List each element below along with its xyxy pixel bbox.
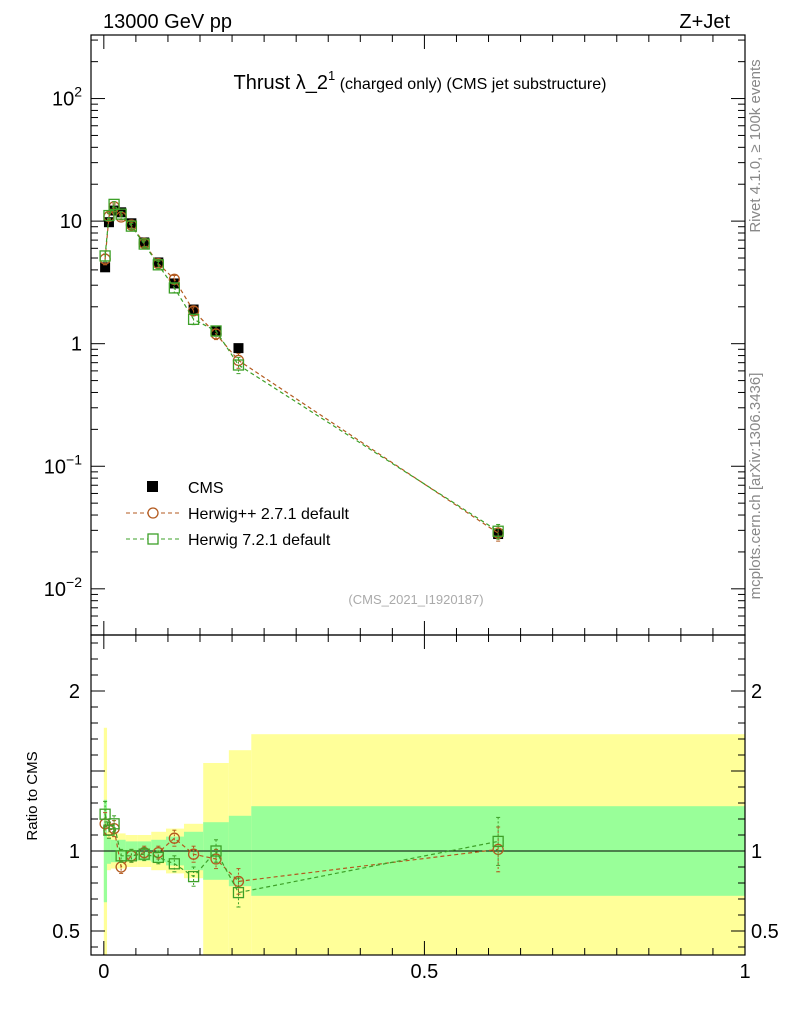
legend-marker-cms — [147, 481, 158, 492]
ratio-ytick-label-right-2: 2 — [751, 681, 762, 703]
legend-label-herwig7: Herwig 7.2.1 default — [188, 532, 331, 549]
plot-title: Thrust λ_21 (charged only) (CMS jet subs… — [234, 68, 607, 94]
legend-label-cms: CMS — [188, 480, 224, 497]
main-ytick-label-4: 102 — [52, 84, 82, 111]
analysis-tag: (CMS_2021_I1920187) — [348, 592, 483, 607]
main-ytick-label-exp-4: 2 — [74, 84, 82, 100]
ratio-point-herwig-7-2-1-default-4 — [125, 850, 138, 862]
ratio-ytick-label-left-1: 1 — [69, 841, 80, 863]
main-point-herwig-7-2-1-default-4 — [125, 220, 138, 232]
ratio-point-herwig-7-2-1-default-9 — [210, 845, 222, 857]
ratio-point-herwig-7-2-1-default-10 — [232, 886, 245, 899]
main-point-herwig-7-2-1-default-11 — [492, 525, 504, 537]
ratio-panel: 0 0.5 10.5 0.51 12 2 Ratio to CMS — [24, 634, 779, 983]
ratio-ytick-label-right-0: 0.5 — [751, 921, 779, 943]
ratio-ytick-label-left-2: 2 — [69, 681, 80, 703]
main-point-cms-0 — [100, 262, 111, 273]
main-line-herwig-2-7-1-default — [104, 205, 499, 534]
main-point-cms-10 — [233, 343, 244, 354]
ratio-frame — [90, 634, 746, 956]
main-ytick-label-base-2: 1 — [71, 334, 82, 356]
ratio-ytick-label-right-1: 1 — [751, 841, 762, 863]
ratio-axes: 0 0.5 10.5 0.51 12 2 — [52, 634, 779, 983]
ratio-point-herwig-7-2-1-default-11 — [492, 835, 504, 848]
ratio-point-herwig-7-2-1-default-6 — [152, 851, 164, 864]
legend: CMS Herwig++ 2.7.1 default Herwig 7.2.1 … — [126, 480, 350, 549]
ratio-point-herwig-7-2-1-default-7 — [168, 858, 181, 870]
ratio-ylabel: Ratio to CMS — [24, 751, 41, 840]
main-ytick-label-base-3: 10 — [60, 211, 82, 233]
mcplots-site-label: mcplots.cern.ch [arXiv:1306.3436] — [747, 373, 764, 600]
main-ytick-label-3: 10 — [60, 211, 82, 233]
ratio-point-herwig-7-2-1-default-2 — [108, 818, 120, 830]
main-plot-content — [99, 198, 504, 542]
main-point-herwig-7-2-1-default-6 — [152, 259, 164, 271]
main-ytick-label-2: 1 — [71, 334, 82, 356]
header-energy-label: 13000 GeV pp — [103, 11, 232, 33]
plot-title-suffix: (charged only) (CMS jet substructure) — [335, 76, 606, 93]
main-point-herwig-7-2-1-default-2 — [108, 198, 120, 211]
main-point-herwig-7-2-1-default-9 — [210, 325, 222, 337]
main-ytick-label-exp-1: −1 — [66, 451, 82, 467]
ratio-uncertainty-bands — [103, 727, 745, 955]
ratio-point-herwig-7-2-1-default-5 — [138, 848, 150, 860]
main-point-herwig-7-2-1-default-3 — [115, 208, 127, 220]
main-ytick-label-base-4: 10 — [52, 89, 74, 111]
main-ytick-label-base-1: 10 — [44, 456, 66, 478]
plot-title-superscript: 1 — [328, 68, 335, 83]
main-point-herwig-7-2-1-default-0 — [99, 250, 111, 262]
ratio-point-herwig-2-7-1-default-9 — [210, 853, 222, 865]
main-point-cms-8 — [188, 304, 199, 315]
main-point-herwig-7-2-1-default-10 — [232, 359, 245, 371]
main-point-herwig-7-2-1-default-7 — [168, 282, 181, 294]
main-ytick-label-1: 10−1 — [44, 451, 82, 478]
legend-label-herwigpp: Herwig++ 2.7.1 default — [188, 506, 350, 523]
plot-title-main: Thrust λ_2 — [234, 72, 328, 94]
main-point-herwig-7-2-1-default-8 — [187, 313, 200, 325]
ratio-xtick-label-2: 1 — [739, 961, 750, 983]
header-process-label: Z+Jet — [679, 11, 730, 33]
main-ytick-label-exp-0: −2 — [66, 574, 82, 590]
main-line-herwig-7-2-1-default — [104, 203, 499, 532]
main-ytick-label-0: 10−2 — [44, 574, 82, 601]
ratio-point-herwig-7-2-1-default-8 — [187, 870, 200, 883]
ratio-plot-content — [91, 800, 745, 908]
legend-marker-herwigpp — [147, 507, 159, 519]
main-point-herwig-7-2-1-default-5 — [138, 238, 150, 250]
ratio-ytick-label-left-0: 0.5 — [52, 921, 80, 943]
legend-marker-herwig7 — [147, 533, 159, 545]
rivet-version-label: Rivet 4.1.0, ≥ 100k events — [747, 59, 764, 232]
ratio-xtick-label-0: 0 — [98, 961, 109, 983]
main-ytick-label-base-0: 10 — [44, 579, 66, 601]
ratio-xtick-label-1: 0.5 — [411, 961, 439, 983]
ratio-point-herwig-2-7-1-default-7 — [168, 832, 181, 844]
main-point-herwig-7-2-1-default-1 — [103, 209, 115, 222]
ratio-point-herwig-2-7-1-default-8 — [187, 848, 200, 860]
ratio-point-herwig-7-2-1-default-0 — [99, 808, 111, 820]
